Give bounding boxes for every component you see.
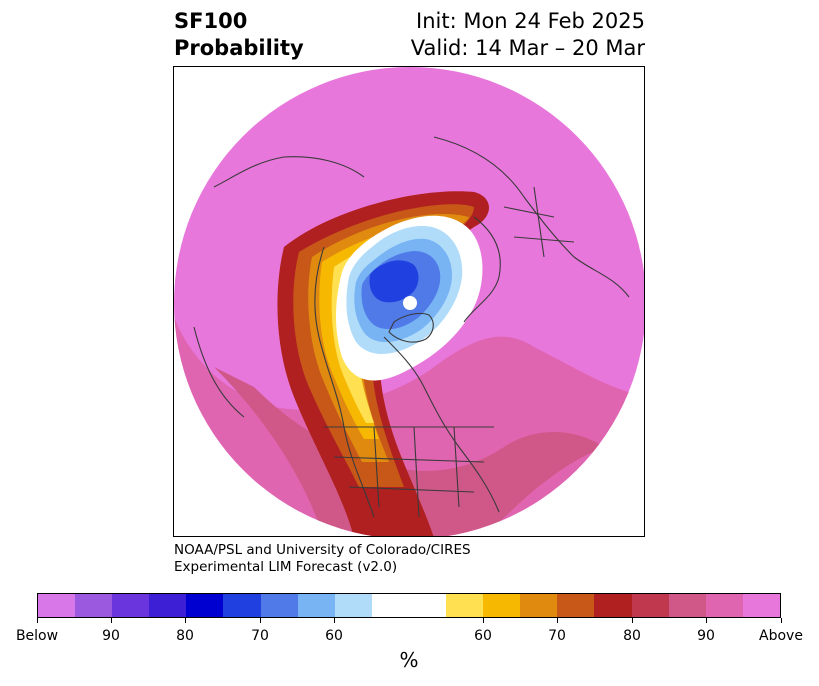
colorbar-tick-label: 90: [102, 628, 120, 644]
coastlines: [193, 136, 630, 518]
colorbar-segment: [260, 594, 298, 617]
colorbar-segment: [334, 594, 372, 617]
colorbar: [37, 593, 781, 618]
colorbar-tick-mark: [556, 618, 558, 623]
above-80-region: [214, 367, 604, 536]
coastline-eurasia: [433, 136, 630, 323]
coastline-greenland: [388, 312, 434, 343]
colorbar-tick-mark: [333, 618, 335, 623]
colorbar-tick-mark: [705, 618, 707, 623]
credit-text: NOAA/PSL and University of Colorado/CIRE…: [174, 542, 471, 576]
below-deep-region: [369, 260, 419, 303]
probability-map-svg: [174, 67, 644, 536]
colorbar-tick-label: 90: [697, 628, 715, 644]
init-date: Init: Mon 24 Feb 2025: [416, 9, 645, 33]
colorbar-tick-mark: [36, 618, 38, 623]
title-product: Probability: [174, 36, 304, 60]
colorbar-segment: [446, 594, 484, 617]
colorbar-tick-mark: [780, 618, 782, 623]
coastline-north-america: [314, 246, 500, 518]
colorbar-segment: [112, 594, 150, 617]
forecast-dates: Init: Mon 24 Feb 2025 Valid: 14 Mar – 20…: [411, 8, 645, 62]
colorbar-segment: [742, 594, 780, 617]
colorbar-tick-label: 80: [176, 628, 194, 644]
colorbar-tick-mark: [259, 618, 261, 623]
colorbar-tick-mark: [184, 618, 186, 623]
colorbar-tick-label: 70: [548, 628, 566, 644]
colorbar-tick-label: Below: [15, 628, 59, 644]
colorbar-segment: [371, 594, 409, 617]
polar-map: [173, 66, 645, 537]
colorbar-tick-label: 70: [251, 628, 269, 644]
map-title: SF100 Probability: [174, 8, 304, 62]
valid-period: Valid: 14 Mar – 20 Mar: [410, 36, 645, 60]
colorbar-segment: [557, 594, 595, 617]
colorbar-segment: [594, 594, 632, 617]
colorbar-segment: [297, 594, 335, 617]
probability-field: [174, 67, 644, 536]
credit-line-1: NOAA/PSL and University of Colorado/CIRE…: [174, 542, 471, 558]
north-pole-marker: [403, 296, 417, 310]
colorbar-segment: [631, 594, 669, 617]
colorbar-segment: [223, 594, 261, 617]
colorbar-tick-mark: [482, 618, 484, 623]
colorbar-tick-mark: [110, 618, 112, 623]
colorbar-unit: %: [399, 648, 419, 672]
colorbar-tick-label: 60: [325, 628, 343, 644]
colorbar-tick-label: Above: [759, 628, 803, 644]
colorbar-segment: [408, 594, 447, 617]
country-borders: [324, 186, 575, 518]
colorbar-segment: [38, 594, 76, 617]
colorbar-tick-label: 60: [474, 628, 492, 644]
title-variable: SF100: [174, 9, 248, 33]
coastline-pacific: [193, 156, 365, 418]
colorbar-tick-mark: [631, 618, 633, 623]
colorbar-segment: [75, 594, 113, 617]
colorbar-segment: [186, 594, 224, 617]
colorbar-segment: [520, 594, 558, 617]
colorbar-segment: [483, 594, 521, 617]
colorbar-segment: [149, 594, 187, 617]
credit-line-2: Experimental LIM Forecast (v2.0): [174, 559, 398, 575]
colorbar-tick-label: 80: [623, 628, 641, 644]
colorbar-segment: [668, 594, 706, 617]
colorbar-segment: [705, 594, 743, 617]
